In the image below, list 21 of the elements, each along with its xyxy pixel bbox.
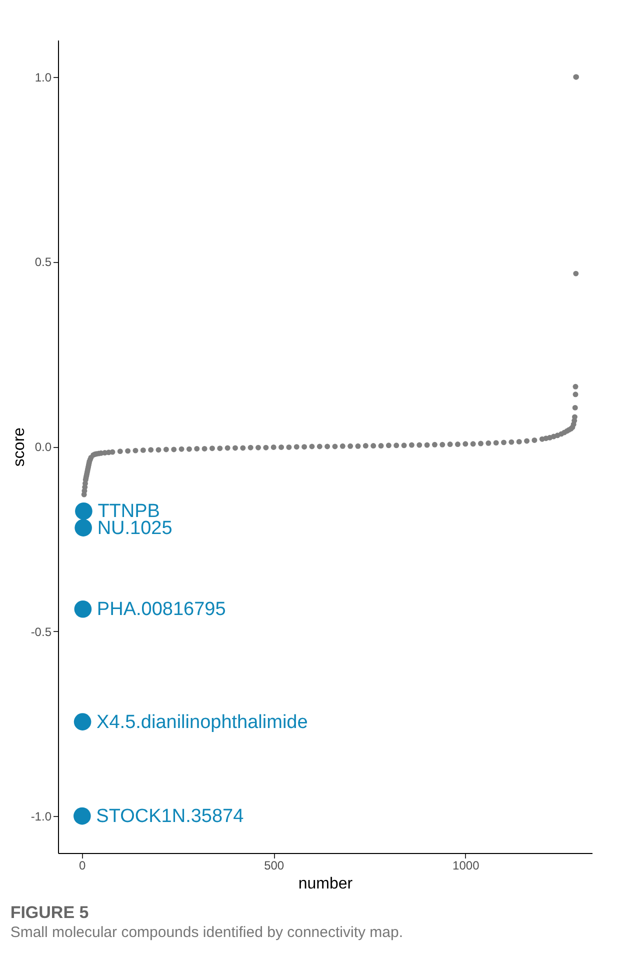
annotation: NU.1025 (97, 518, 172, 539)
point (74, 713, 92, 730)
y-tick-label: 1.0 (34, 70, 52, 84)
text: Small molecular compounds identified by connectivity map. (10, 924, 404, 941)
y-tick-label: 0.5 (34, 255, 52, 270)
x-axis-title: number (298, 876, 354, 892)
y-tick-label: -1.0 (30, 810, 52, 824)
point (74, 807, 91, 825)
point (75, 502, 92, 520)
annotation: X4.5.dianilinophthalimide (96, 712, 308, 733)
y-tick-label: -0.5 (30, 624, 52, 639)
point (74, 600, 92, 618)
annotation: PHA.00816795 (96, 599, 226, 620)
x-tick-label: 0 (78, 858, 86, 872)
annotation: STOCK1N.35874 (96, 806, 244, 828)
y-axis-title: score (10, 427, 28, 467)
point (74, 519, 92, 536)
x-tick-label: 500 (264, 858, 284, 872)
y-tick-label: 0.0 (34, 440, 52, 454)
text: FIGURE 5 (10, 903, 89, 922)
x-tick-label: 1000 (452, 858, 480, 872)
